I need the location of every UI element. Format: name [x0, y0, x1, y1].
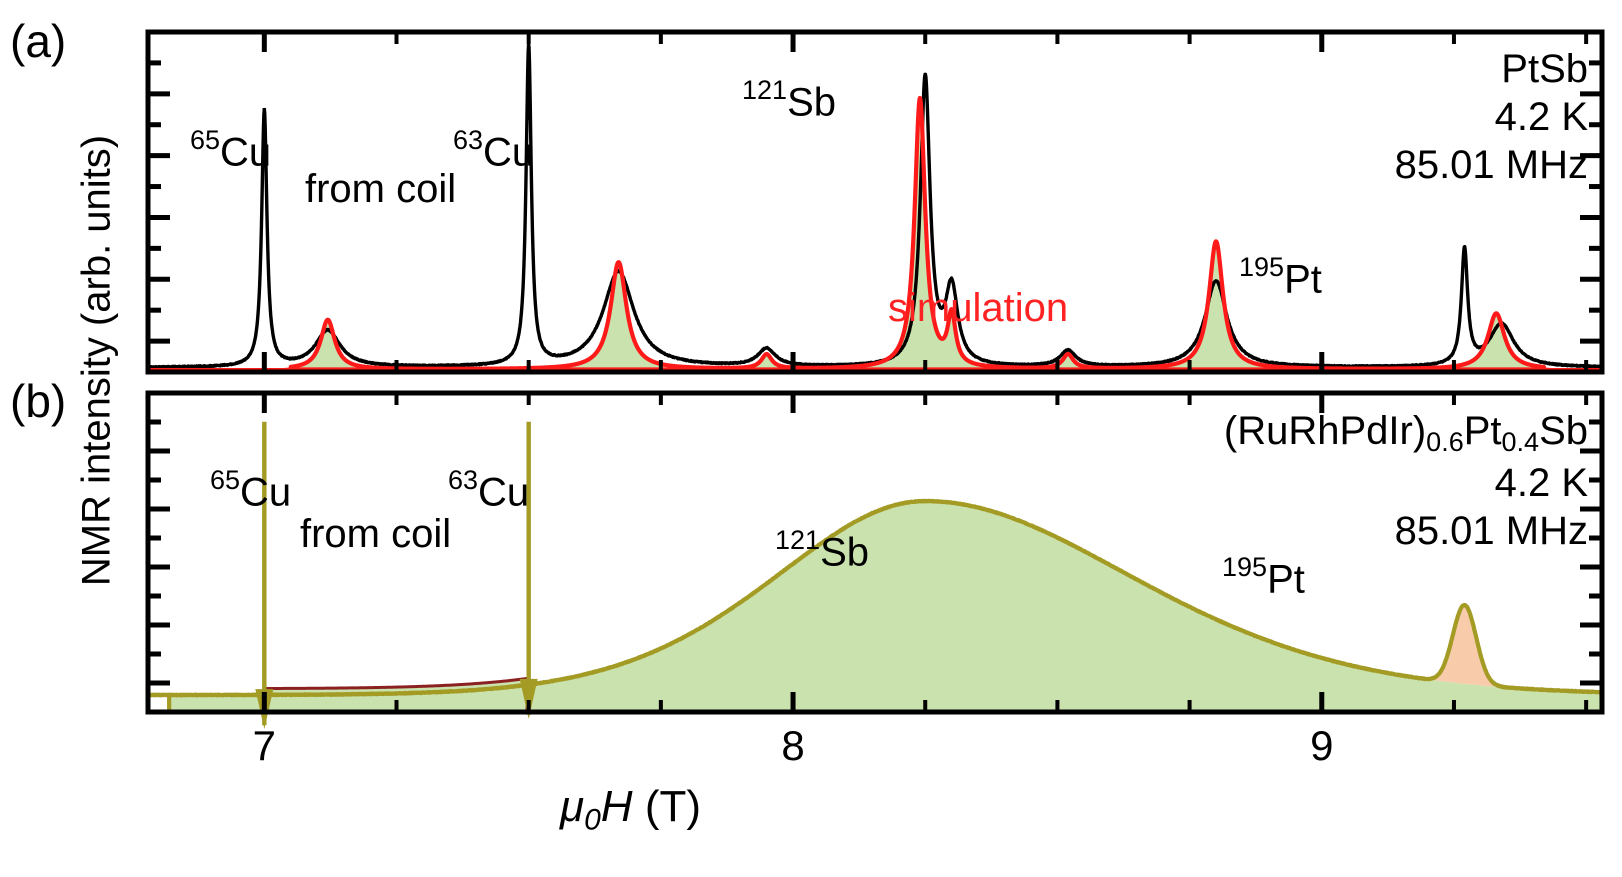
- isotope-superscript: 121: [775, 525, 821, 555]
- isotope-superscript: 195: [1222, 552, 1268, 582]
- panel-a-annotation-cu63: 63Cu: [453, 126, 534, 174]
- panel-b-data-trace: [146, 498, 1604, 698]
- panel-b-info-line-1: 4.2 K: [0, 462, 1588, 504]
- annotation-text: Sb: [820, 530, 869, 575]
- panel-b-info-text: 0.4: [1501, 426, 1540, 457]
- panel-b-info-text: Sb: [1539, 409, 1588, 453]
- x-axis-label-subscript: 0: [584, 803, 601, 837]
- panel-b-info-text: Pt: [1463, 409, 1502, 453]
- panel-a-background: [148, 32, 1602, 372]
- panel-b-info-text: 4.2 K: [1494, 461, 1588, 506]
- panel-a-plot: [146, 32, 1604, 374]
- panel-b-info-text: 85.01 MHz: [1394, 509, 1588, 554]
- panel-a-info-line-0: PtSb: [0, 48, 1588, 90]
- x-tick-label-7: 7: [252, 722, 276, 769]
- x-axis-label-mu: μ: [560, 782, 585, 831]
- annotation-text: Pt: [1267, 557, 1305, 602]
- panel-a-annotation-simulation: simulation: [888, 287, 1068, 329]
- panel-b-plot: [146, 393, 1604, 730]
- annotation-text: Pt: [1284, 257, 1322, 302]
- panel-a-info-line-2: 85.01 MHz: [0, 144, 1588, 186]
- annotation-text: Cu: [478, 470, 530, 515]
- panel-a-info-text: 4.2 K: [1494, 95, 1588, 139]
- isotope-superscript: 195: [1239, 252, 1285, 282]
- panel-b-annotation-cu63: 63Cu: [448, 466, 529, 514]
- panel-a-annotation-cu65: 65Cu: [190, 126, 271, 174]
- panel-a-annotation-pt195: 195Pt: [1239, 253, 1322, 301]
- panel-b-annotation-from-coil: from coil: [300, 513, 451, 555]
- panel-a-letter: (a): [10, 15, 67, 67]
- annotation-text: simulation: [888, 286, 1069, 330]
- x-axis-label: μ0H (T): [560, 782, 701, 837]
- x-tick-label-8: 8: [781, 722, 805, 769]
- isotope-superscript: 63: [453, 125, 484, 155]
- isotope-superscript: 65: [190, 125, 221, 155]
- x-axis-label-unit: (T): [644, 782, 701, 831]
- panel-b-cu-spike-foot-1: [519, 678, 538, 719]
- annotation-text: Sb: [787, 80, 836, 125]
- panel-b-annotation-sb121: 121Sb: [775, 526, 869, 574]
- panel-b-info: (RuRhPdIr)0.6Pt0.4Sb 4.2 K 85.01 MHz: [0, 410, 1588, 558]
- panel-a-info-text: 85.01 MHz: [1394, 143, 1588, 187]
- isotope-superscript: 121: [742, 75, 788, 105]
- panel-a-info: PtSb 4.2 K 85.01 MHz: [0, 48, 1588, 192]
- panel-a-info-line-1: 4.2 K: [0, 96, 1588, 138]
- panel-b-annotation-cu65: 65Cu: [210, 466, 291, 514]
- panel-a-annotation-from-coil: from coil: [305, 168, 456, 210]
- annotation-text: from coil: [305, 167, 457, 211]
- panel-b-frame: [145, 390, 1605, 715]
- panel-b-info-line-0: (RuRhPdIr)0.6Pt0.4Sb: [0, 410, 1588, 456]
- panel-a-info-text: PtSb: [1501, 47, 1588, 91]
- annotation-text: Cu: [240, 470, 292, 515]
- panel-b-info-text: 0.6: [1426, 426, 1464, 457]
- annotation-text: Cu: [220, 130, 272, 175]
- annotation-text: Cu: [483, 130, 535, 175]
- x-tick-label-9: 9: [1310, 722, 1334, 769]
- panel-b-fill: [169, 500, 1602, 712]
- panel-b-letter: (b): [10, 375, 67, 427]
- annotation-text: from coil: [300, 512, 452, 556]
- panel-b-info-line-2: 85.01 MHz: [0, 510, 1588, 552]
- panel-b-frame-border: [145, 390, 1605, 715]
- panel-b-annotation-pt195: 195Pt: [1222, 553, 1305, 601]
- isotope-superscript: 63: [448, 465, 479, 495]
- x-axis-label-h: H: [600, 782, 633, 831]
- isotope-superscript: 65: [210, 465, 241, 495]
- panel-a-frame: [145, 29, 1605, 375]
- panel-b-info-text: (RuRhPdIr): [1223, 409, 1427, 453]
- panel-a-frame-border: [145, 29, 1605, 375]
- panel-a-annotation-sb121: 121Sb: [742, 76, 836, 124]
- panel-b-pt-peak-fill: [1401, 604, 1528, 690]
